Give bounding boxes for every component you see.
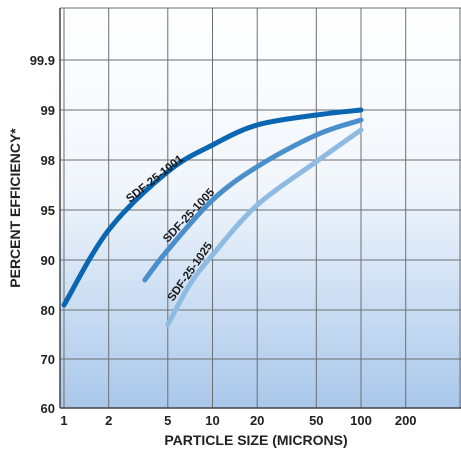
y-axis-title: PERCENT EFFICIENCY* bbox=[7, 128, 23, 288]
x-tick-label: 5 bbox=[164, 413, 171, 428]
series-line bbox=[142, 117, 364, 283]
plot-background bbox=[60, 8, 461, 408]
x-axis-title: PARTICLE SIZE (MICRONS) bbox=[164, 432, 347, 448]
grid bbox=[59, 7, 461, 409]
x-tick-label: 100 bbox=[350, 413, 372, 428]
y-tick-label: 80 bbox=[41, 303, 55, 318]
x-tick-label: 10 bbox=[205, 413, 219, 428]
x-tick-label: 20 bbox=[250, 413, 264, 428]
y-tick-label: 99 bbox=[41, 103, 55, 118]
series-line bbox=[165, 127, 364, 328]
y-tick-label: 99.9 bbox=[30, 53, 55, 68]
x-tick-label: 1 bbox=[60, 413, 67, 428]
y-tick-label: 90 bbox=[41, 253, 55, 268]
y-tick-label: 98 bbox=[41, 153, 55, 168]
series-group bbox=[61, 107, 364, 328]
series-line bbox=[61, 107, 364, 308]
x-tick-label: 200 bbox=[395, 413, 417, 428]
tick-labels: 1 2 5 10 20 50 100 200 60 70 80 90 95 98 99 99.9 bbox=[30, 53, 417, 428]
x-tick-label: 2 bbox=[105, 413, 112, 428]
y-tick-label: 95 bbox=[41, 203, 55, 218]
x-tick-label: 50 bbox=[309, 413, 323, 428]
y-tick-label: 60 bbox=[41, 401, 55, 416]
y-tick-label: 70 bbox=[41, 352, 55, 367]
